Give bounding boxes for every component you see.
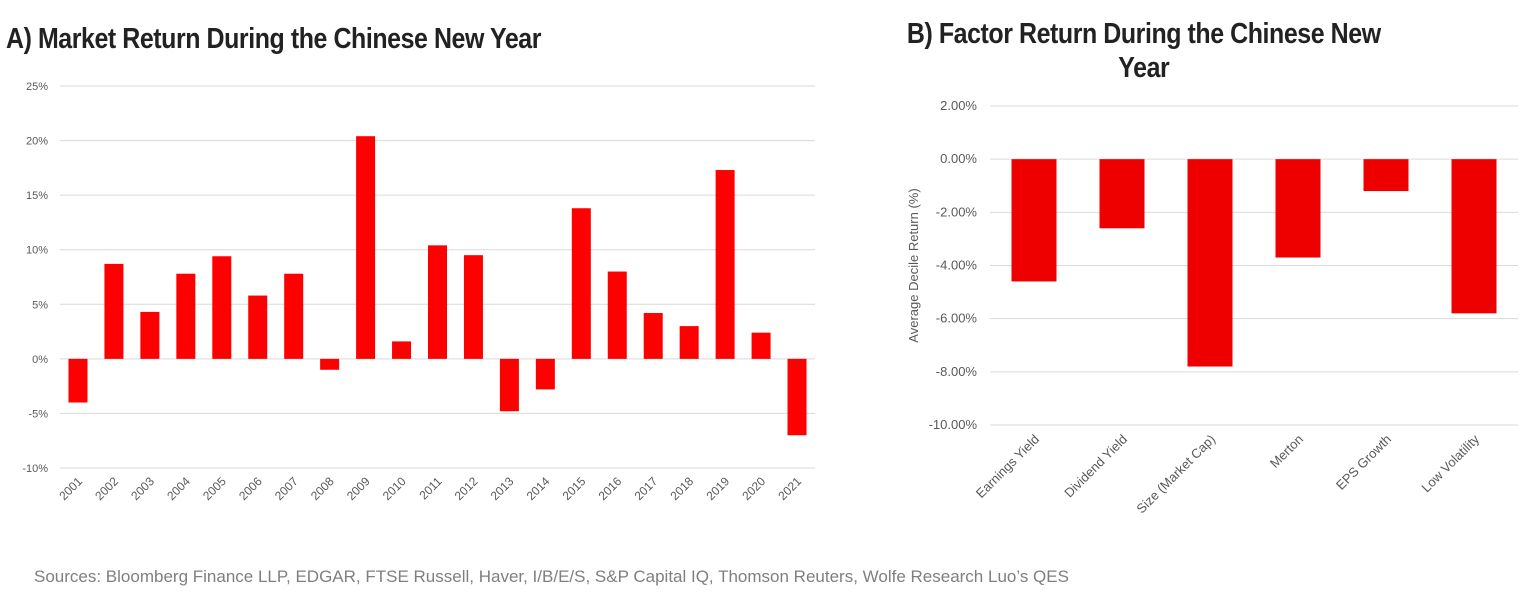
- bar: [1011, 159, 1057, 282]
- bar: [1099, 159, 1145, 229]
- bar: [392, 341, 412, 359]
- y-tick-label: -2.00%: [936, 204, 978, 219]
- y-tick-label: 25%: [26, 81, 48, 93]
- y-tick-label: 0%: [32, 354, 48, 366]
- bar: [679, 326, 699, 359]
- y-tick-label: 10%: [26, 245, 48, 257]
- factor-return-chart: -10.00% -8.00% -6.00% -4.00% -2.00% 0.00% 2.00…: [906, 98, 1518, 517]
- bar: [535, 358, 555, 390]
- bar: [320, 358, 340, 370]
- chart-b-title-line-2: Year: [1118, 52, 1170, 84]
- bar: [643, 313, 663, 359]
- y-tick-label: 2.00%: [940, 98, 977, 113]
- bar: [176, 273, 196, 359]
- chart-a-title: A) Market Return During the Chinese New …: [6, 23, 541, 55]
- x-tick-label: Size (Market Cap): [1133, 432, 1218, 517]
- bar: [607, 271, 627, 359]
- y-tick-label: 20%: [26, 136, 48, 148]
- chart-b-title: B) Factor Return During the Chinese New …: [903, 17, 1385, 85]
- bar: [1451, 159, 1497, 314]
- x-tick-label: Merton: [1267, 432, 1306, 471]
- bar: [68, 358, 88, 403]
- bar: [212, 256, 232, 359]
- x-tick-label: EPS Growth: [1333, 432, 1394, 493]
- bar: [1363, 159, 1409, 192]
- y-tick-label: -10%: [22, 463, 48, 475]
- bar: [248, 295, 268, 359]
- bar: [751, 332, 771, 359]
- bar: [787, 358, 807, 436]
- y-tick-label: -5%: [28, 408, 48, 420]
- market-return-chart: -10%-5%0%5%10%15%20%25%2001 2002 2003 2004 2…: [22, 81, 815, 503]
- y-tick-label: 5%: [32, 299, 48, 311]
- sources-note: Sources: Bloomberg Finance LLP, EDGAR, F…: [34, 567, 1069, 586]
- y-tick-label: -4.00%: [936, 258, 978, 273]
- bar: [571, 208, 591, 359]
- bar: [104, 263, 124, 359]
- bar: [463, 255, 483, 359]
- bar: [428, 245, 447, 359]
- y-tick-label: -8.00%: [936, 364, 978, 379]
- bar: [715, 170, 735, 359]
- x-tick-label: Earnings Yield: [973, 432, 1042, 501]
- bar: [356, 136, 376, 359]
- y-tick-label: -10.00%: [929, 417, 978, 432]
- x-tick-label: Dividend Yield: [1061, 432, 1130, 501]
- bar: [140, 311, 160, 359]
- y-tick-label: -6.00%: [936, 311, 978, 326]
- bar: [1187, 159, 1233, 367]
- bar: [1275, 159, 1321, 258]
- y-tick-label: 15%: [26, 190, 48, 202]
- y-tick-label: 0.00%: [940, 151, 977, 166]
- bar: [499, 358, 519, 412]
- y-axis-title: Average Decile Return (%): [906, 188, 921, 342]
- bar: [284, 273, 304, 359]
- chart-b-title-line-1: B) Factor Return During the Chinese New: [906, 18, 1381, 50]
- x-tick-label: Low Volatility: [1418, 431, 1482, 495]
